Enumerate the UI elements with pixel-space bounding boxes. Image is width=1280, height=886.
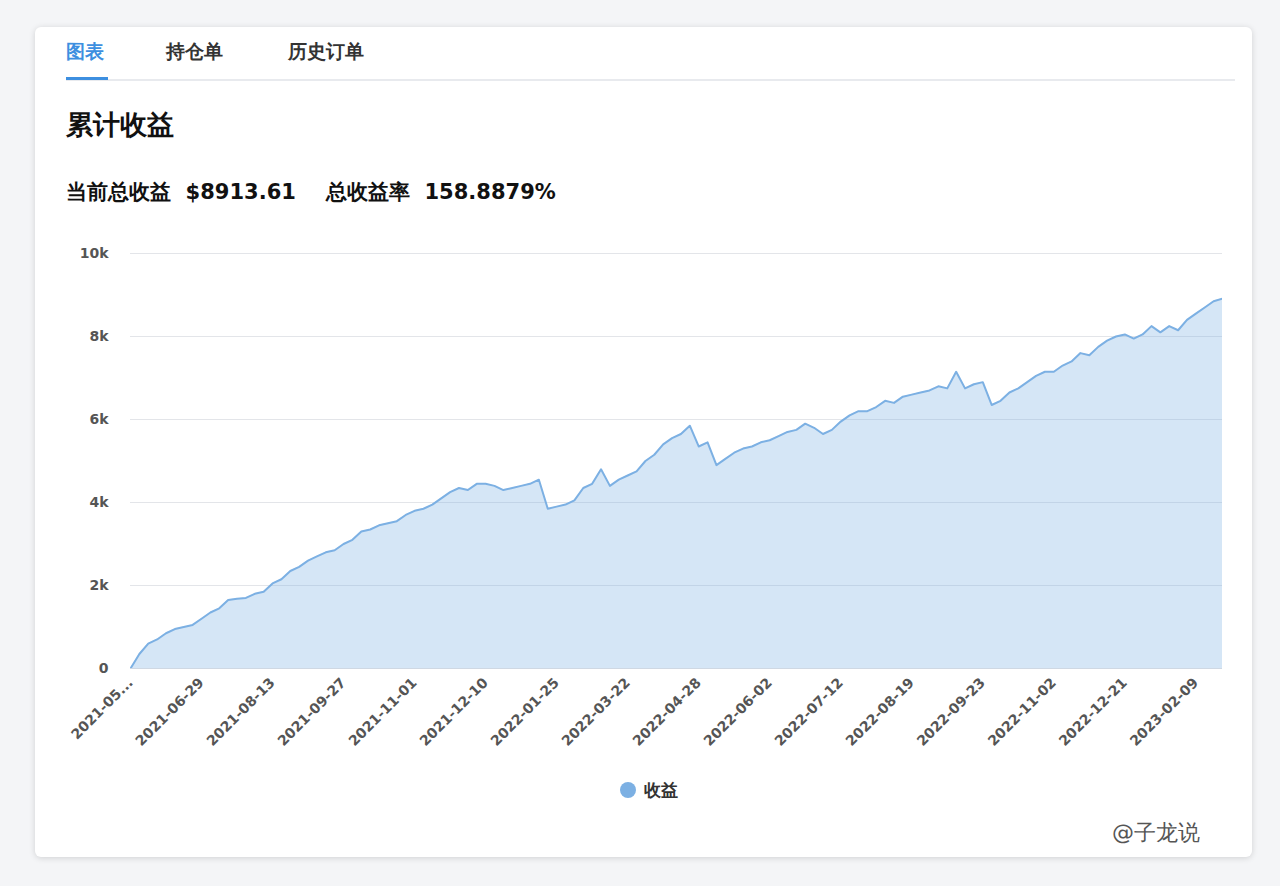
svg-text:2022-01-25: 2022-01-25 bbox=[487, 674, 562, 749]
svg-text:10k: 10k bbox=[80, 245, 109, 261]
html-text:累计收益: 累计收益 bbox=[66, 109, 174, 140]
svg-text:2022-12-21: 2022-12-21 bbox=[1055, 674, 1130, 749]
svg-text:2022-11-02: 2022-11-02 bbox=[984, 674, 1059, 749]
html-text:收益: 收益 bbox=[644, 780, 678, 800]
html-text:图表: 图表 bbox=[66, 40, 104, 62]
svg-text:2022-06-02: 2022-06-02 bbox=[700, 674, 775, 749]
svg-text:2022-03-22: 2022-03-22 bbox=[558, 674, 633, 749]
svg-text:2022-04-28: 2022-04-28 bbox=[629, 674, 704, 749]
svg-text:0: 0 bbox=[99, 660, 109, 676]
html-text:总收益率 158.8879%: 总收益率 158.8879% bbox=[325, 180, 556, 204]
html-text:持仓单: 持仓单 bbox=[166, 40, 223, 62]
svg-text:2021-08-13: 2021-08-13 bbox=[203, 674, 278, 749]
svg-text:2021-09-27: 2021-09-27 bbox=[274, 674, 349, 749]
svg-text:8k: 8k bbox=[89, 328, 109, 344]
svg-text:4k: 4k bbox=[89, 494, 109, 510]
svg-text:2021-06-29: 2021-06-29 bbox=[132, 674, 207, 749]
svg-text:2022-07-12: 2022-07-12 bbox=[771, 674, 846, 749]
html-text:@子龙说: @子龙说 bbox=[1112, 820, 1200, 845]
html-text:历史订单: 历史订单 bbox=[288, 40, 364, 62]
svg-text:2021-05...: 2021-05... bbox=[68, 674, 136, 742]
svg-text:2021-11-01: 2021-11-01 bbox=[345, 674, 420, 749]
svg-text:6k: 6k bbox=[89, 411, 109, 427]
svg-text:2021-12-10: 2021-12-10 bbox=[416, 674, 491, 749]
svg-text:2022-08-19: 2022-08-19 bbox=[842, 674, 917, 749]
html-text:当前总收益 $8913.61: 当前总收益 $8913.61 bbox=[66, 180, 296, 204]
svg-text:2023-02-09: 2023-02-09 bbox=[1127, 674, 1202, 749]
svg-text:2k: 2k bbox=[89, 577, 109, 593]
svg-text:2022-09-23: 2022-09-23 bbox=[913, 674, 988, 749]
